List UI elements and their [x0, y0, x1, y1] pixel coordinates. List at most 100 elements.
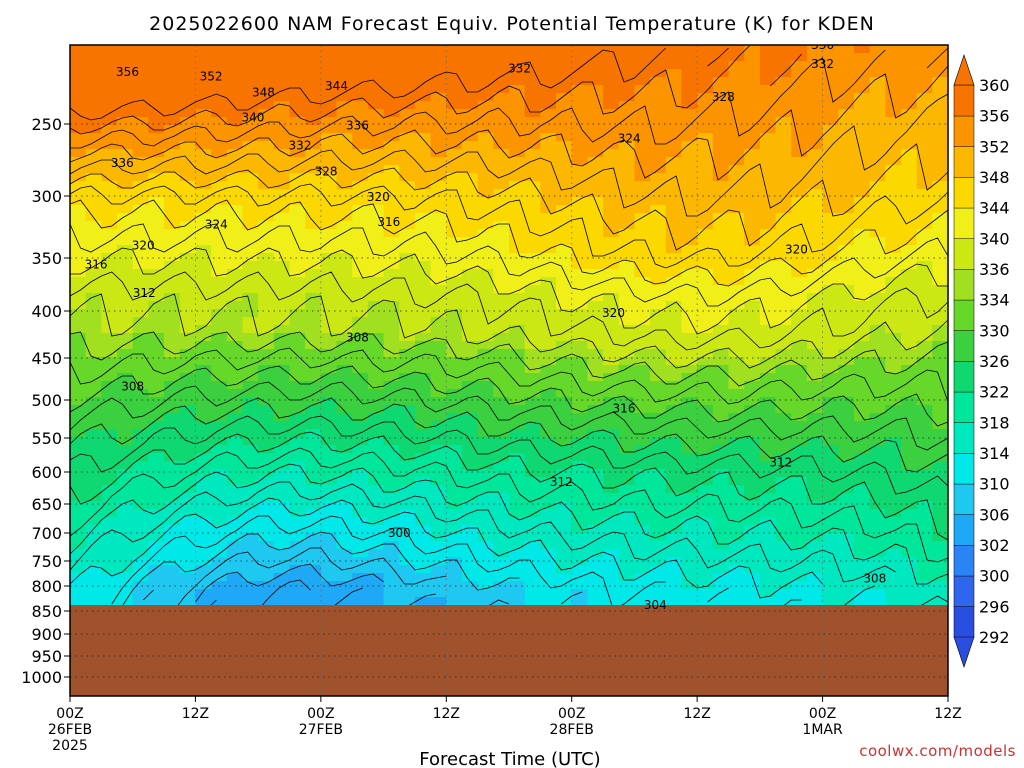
field-cell: [477, 53, 494, 62]
field-cell: [509, 101, 526, 110]
field-cell: [791, 541, 808, 550]
field-cell: [603, 493, 620, 502]
field-cell: [665, 245, 683, 254]
field-cell: [336, 365, 353, 374]
field-cell: [916, 197, 933, 206]
field-cell: [320, 125, 338, 134]
field-cell: [273, 269, 291, 278]
field-cell: [712, 509, 730, 518]
field-cell: [336, 261, 353, 270]
field-cell: [211, 381, 228, 390]
field-cell: [759, 429, 777, 438]
field-cell: [556, 477, 573, 486]
colorbar-label: 334: [979, 291, 1010, 310]
field-cell: [85, 125, 102, 134]
field-cell: [853, 365, 871, 374]
field-cell: [211, 301, 228, 310]
field-cell: [603, 317, 620, 326]
field-cell: [320, 461, 338, 470]
field-cell: [101, 61, 118, 70]
field-cell: [509, 69, 526, 78]
field-cell: [775, 485, 792, 494]
field-cell: [305, 197, 322, 206]
field-cell: [838, 189, 855, 198]
field-cell: [132, 69, 149, 78]
field-cell: [587, 77, 604, 86]
field-cell: [728, 133, 745, 142]
field-cell: [414, 469, 432, 478]
field-cell: [399, 589, 416, 598]
field-cell: [618, 413, 636, 422]
contour-label: 336: [346, 118, 369, 132]
field-cell: [446, 533, 463, 542]
field-cell: [900, 349, 918, 358]
field-cell: [932, 317, 948, 326]
field-cell: [587, 45, 604, 54]
field-cell: [305, 261, 322, 270]
field-cell: [289, 485, 306, 494]
field-cell: [195, 597, 212, 606]
field-cell: [916, 165, 933, 174]
field-cell: [540, 85, 557, 94]
field-cell: [289, 533, 306, 542]
field-cell: [869, 229, 886, 238]
field-cell: [540, 597, 557, 606]
field-cell: [164, 117, 181, 126]
field-cell: [179, 509, 197, 518]
field-cell: [132, 493, 149, 502]
field-cell: [509, 125, 526, 134]
field-cell: [697, 581, 714, 590]
field-cell: [352, 437, 369, 446]
field-cell: [477, 253, 494, 262]
field-cell: [634, 517, 651, 526]
field-cell: [665, 597, 683, 606]
field-cell: [869, 93, 886, 102]
field-cell: [556, 69, 573, 78]
field-cell: [352, 389, 369, 398]
field-cell: [101, 565, 118, 574]
field-cell: [509, 477, 526, 486]
field-cell: [885, 117, 902, 126]
field-cell: [650, 509, 667, 518]
field-cell: [132, 541, 149, 550]
field-cell: [85, 285, 102, 294]
field-cell: [603, 597, 620, 606]
field-cell: [869, 85, 886, 94]
field-cell: [211, 197, 228, 206]
field-cell: [587, 373, 604, 382]
field-cell: [132, 133, 149, 142]
field-cell: [869, 461, 886, 470]
contour-label: 356: [116, 65, 139, 79]
field-cell: [524, 301, 541, 310]
field-cell: [853, 301, 871, 310]
field-cell: [916, 437, 933, 446]
x-tick-label: 12Z: [433, 706, 460, 722]
field-cell: [681, 149, 698, 158]
field-cell: [556, 317, 573, 326]
field-cell: [399, 165, 416, 174]
field-cell: [148, 69, 165, 78]
field-cell: [791, 581, 808, 590]
field-cell: [853, 165, 871, 174]
field-cell: [70, 477, 87, 486]
field-cell: [414, 45, 432, 54]
field-cell: [352, 237, 369, 246]
field-cell: [446, 133, 463, 142]
field-cell: [791, 149, 808, 158]
field-cell: [524, 173, 541, 182]
field-cell: [634, 597, 651, 606]
field-cell: [932, 213, 948, 222]
field-cell: [885, 413, 902, 422]
field-cell: [164, 389, 181, 398]
field-cell: [367, 413, 385, 422]
field-cell: [430, 517, 447, 526]
field-cell: [101, 221, 118, 230]
field-cell: [367, 573, 385, 582]
field-cell: [493, 525, 510, 534]
field-cell: [493, 61, 510, 70]
field-cell: [838, 85, 855, 94]
field-cell: [493, 141, 510, 150]
field-cell: [728, 357, 745, 366]
field-cell: [916, 517, 933, 526]
field-cell: [85, 589, 102, 598]
